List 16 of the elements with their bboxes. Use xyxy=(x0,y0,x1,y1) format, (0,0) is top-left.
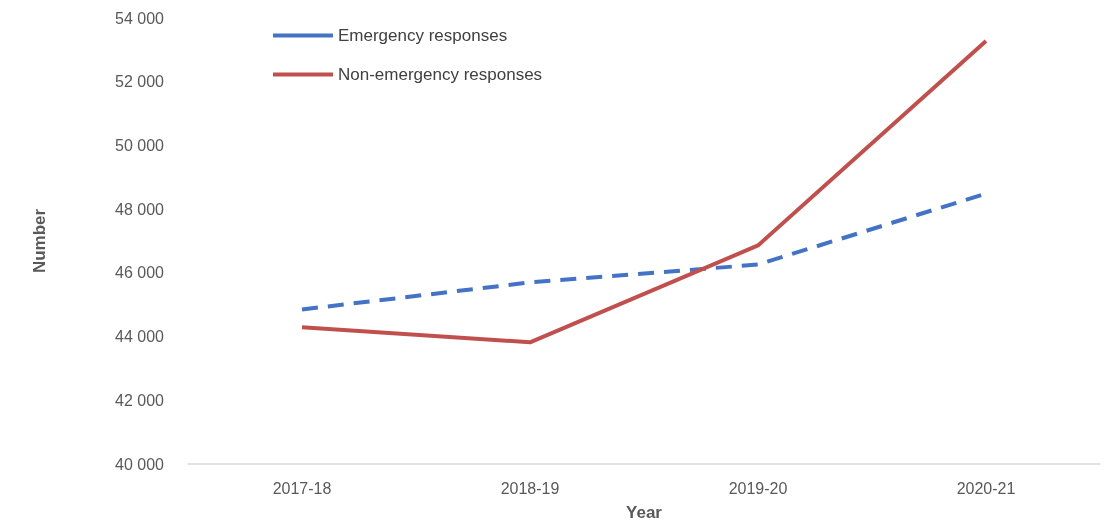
x-tick-label: 2019-20 xyxy=(728,479,788,497)
x-tick-label: 2020-21 xyxy=(956,479,1016,497)
y-tick-label: 50 000 xyxy=(115,136,165,154)
y-tick-label: 52 000 xyxy=(115,73,165,91)
y-tick-label: 48 000 xyxy=(115,200,165,218)
legend-label: Non-emergency responses xyxy=(338,65,543,84)
y-tick-label: 42 000 xyxy=(115,391,165,409)
y-tick-label: 54 000 xyxy=(115,9,165,27)
y-axis-title: Number xyxy=(30,208,49,274)
legend-label: Emergency responses xyxy=(338,26,508,45)
x-tick-label: 2018-19 xyxy=(500,479,560,497)
y-tick-label: 46 000 xyxy=(115,264,165,282)
x-axis-title: Year xyxy=(626,503,663,522)
x-tick-label: 2017-18 xyxy=(272,479,332,497)
y-tick-label: 40 000 xyxy=(115,455,165,473)
y-tick-label: 44 000 xyxy=(115,328,165,346)
